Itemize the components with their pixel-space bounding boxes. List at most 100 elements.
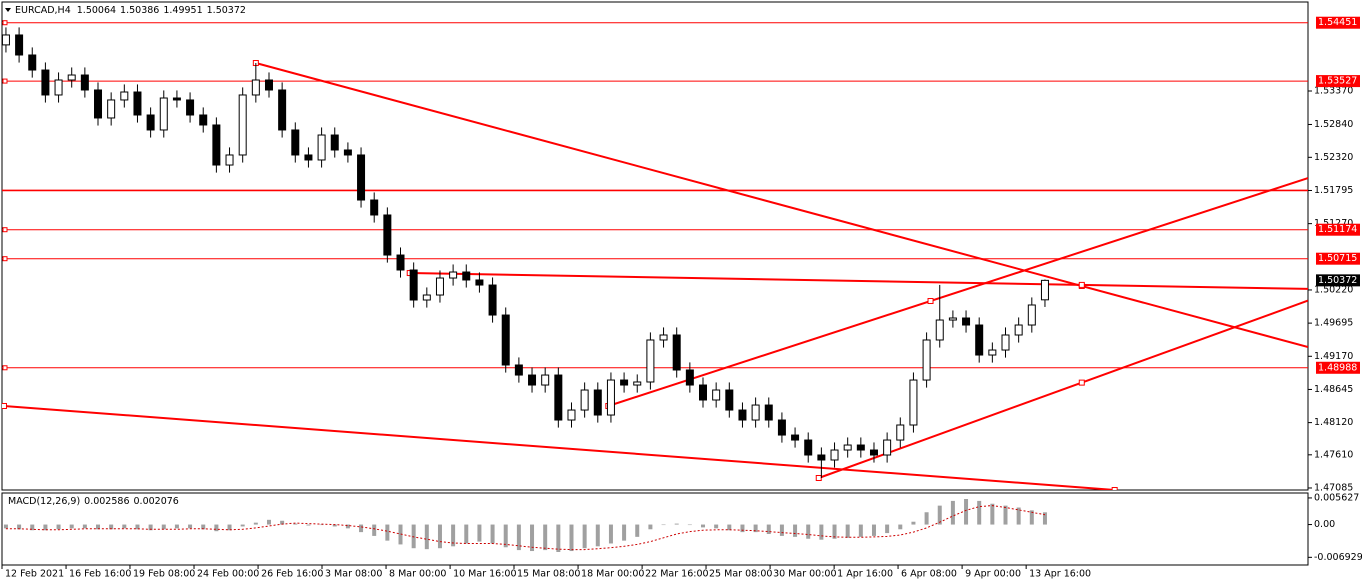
candle-body xyxy=(975,324,984,356)
candle-body xyxy=(620,379,629,386)
low-value: 1.49951 xyxy=(163,5,202,16)
macd-bar xyxy=(885,524,890,534)
candle-body xyxy=(435,277,444,296)
candle-body xyxy=(672,334,681,371)
trendline xyxy=(255,62,1308,349)
level-label: 1.50715 xyxy=(1318,253,1357,264)
macd-bar xyxy=(964,499,969,525)
last-price-box xyxy=(1316,274,1360,287)
x-tick-label: 13 Apr 16:00 xyxy=(1029,569,1091,580)
level-anchor xyxy=(2,20,8,26)
level-label: 1.51174 xyxy=(1318,224,1357,235)
candle-body xyxy=(843,444,852,451)
candle-body xyxy=(593,389,602,416)
trendline-anchor xyxy=(1078,281,1085,288)
candle-body xyxy=(909,379,918,426)
main-frame xyxy=(1,1,1309,491)
candle-body xyxy=(343,149,352,156)
macd-bar xyxy=(937,505,942,525)
macd-bar xyxy=(766,524,771,535)
macd-bar xyxy=(477,524,482,542)
macd-bar xyxy=(227,524,232,531)
candle-body xyxy=(94,89,103,119)
macd-bar xyxy=(582,524,587,549)
candle-body xyxy=(41,69,50,96)
macd-bar xyxy=(793,524,798,537)
trendline xyxy=(3,404,1115,490)
y-tick-label: 1.51270 xyxy=(1314,218,1353,229)
candle-body xyxy=(120,91,129,101)
level-anchor xyxy=(2,365,8,371)
trendline-anchor xyxy=(1111,487,1118,490)
candle-body xyxy=(357,154,366,201)
macd-bar xyxy=(319,524,324,526)
candle-body xyxy=(856,444,865,451)
macd-bar xyxy=(622,524,627,541)
candle-body xyxy=(291,129,300,156)
macd-bar xyxy=(595,524,600,547)
macd-bar xyxy=(437,524,442,549)
macd-bar xyxy=(385,524,390,541)
macd-bar xyxy=(280,520,285,525)
macd-bar xyxy=(1042,512,1047,525)
candle-body xyxy=(107,99,116,119)
candle-body xyxy=(54,79,63,96)
y-tick-label: 1.47085 xyxy=(1314,482,1353,493)
y-tick-label: 0.00 xyxy=(1314,519,1335,530)
x-tick-label: 26 Feb 16:00 xyxy=(261,569,323,580)
candle-body xyxy=(409,269,418,301)
macd-bar xyxy=(1003,505,1008,525)
macd-bar xyxy=(451,524,456,547)
macd-bar xyxy=(990,503,995,525)
candle-body xyxy=(922,339,931,381)
macd-bar xyxy=(977,500,982,525)
candle-body xyxy=(199,114,208,126)
candle-body xyxy=(501,314,510,366)
macd-bar xyxy=(30,524,35,531)
x-tick-label: 9 Apr 00:00 xyxy=(965,569,1021,580)
x-tick-label: 22 Mar 16:00 xyxy=(645,569,708,580)
candle-body xyxy=(514,364,523,376)
candle-body xyxy=(1040,279,1049,301)
macd-bar xyxy=(174,524,179,529)
candle-body xyxy=(633,381,642,386)
candle-body xyxy=(159,97,168,131)
candle-body xyxy=(567,409,576,421)
candle-body xyxy=(475,279,484,286)
candle-body xyxy=(935,319,944,341)
macd-bar xyxy=(148,524,153,531)
macd-bar xyxy=(82,524,87,529)
y-tick-label: 1.48120 xyxy=(1314,417,1353,428)
last-price-label: 1.50372 xyxy=(1318,275,1357,286)
macd-bar xyxy=(819,524,824,540)
candle-body xyxy=(396,254,405,271)
macd-bar xyxy=(530,524,535,552)
macd-bar xyxy=(43,524,48,531)
macd-bar xyxy=(648,524,653,530)
macd-bar xyxy=(240,524,245,527)
macd-bar xyxy=(266,519,271,525)
level-anchor xyxy=(2,227,8,233)
candle-body xyxy=(962,317,971,326)
macd-bar xyxy=(161,524,166,530)
candle-body xyxy=(817,454,826,461)
x-tick-label: 6 Apr 08:00 xyxy=(901,569,957,580)
x-tick-label: 8 Mar 00:00 xyxy=(389,569,446,580)
candle-body xyxy=(278,89,287,131)
candle-body xyxy=(383,214,392,256)
trendline-anchor xyxy=(1078,379,1085,386)
macd-bar xyxy=(714,524,719,529)
macd-bar xyxy=(293,523,298,525)
candle-body xyxy=(948,317,957,321)
macd-bar xyxy=(1016,507,1021,525)
macd-bar xyxy=(17,524,22,530)
macd-bar xyxy=(516,524,521,551)
candle-body xyxy=(225,154,234,166)
macd-bar xyxy=(687,524,692,526)
macd-bar xyxy=(635,524,640,537)
candle-body xyxy=(80,74,89,91)
candle-body xyxy=(764,404,773,421)
level-label: 1.53527 xyxy=(1318,76,1357,87)
menu-arrow[interactable] xyxy=(5,8,11,12)
